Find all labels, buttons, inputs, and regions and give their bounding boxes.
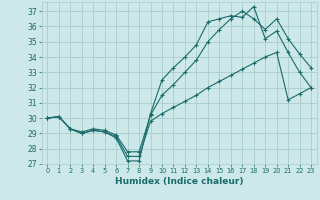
X-axis label: Humidex (Indice chaleur): Humidex (Indice chaleur) [115, 177, 244, 186]
